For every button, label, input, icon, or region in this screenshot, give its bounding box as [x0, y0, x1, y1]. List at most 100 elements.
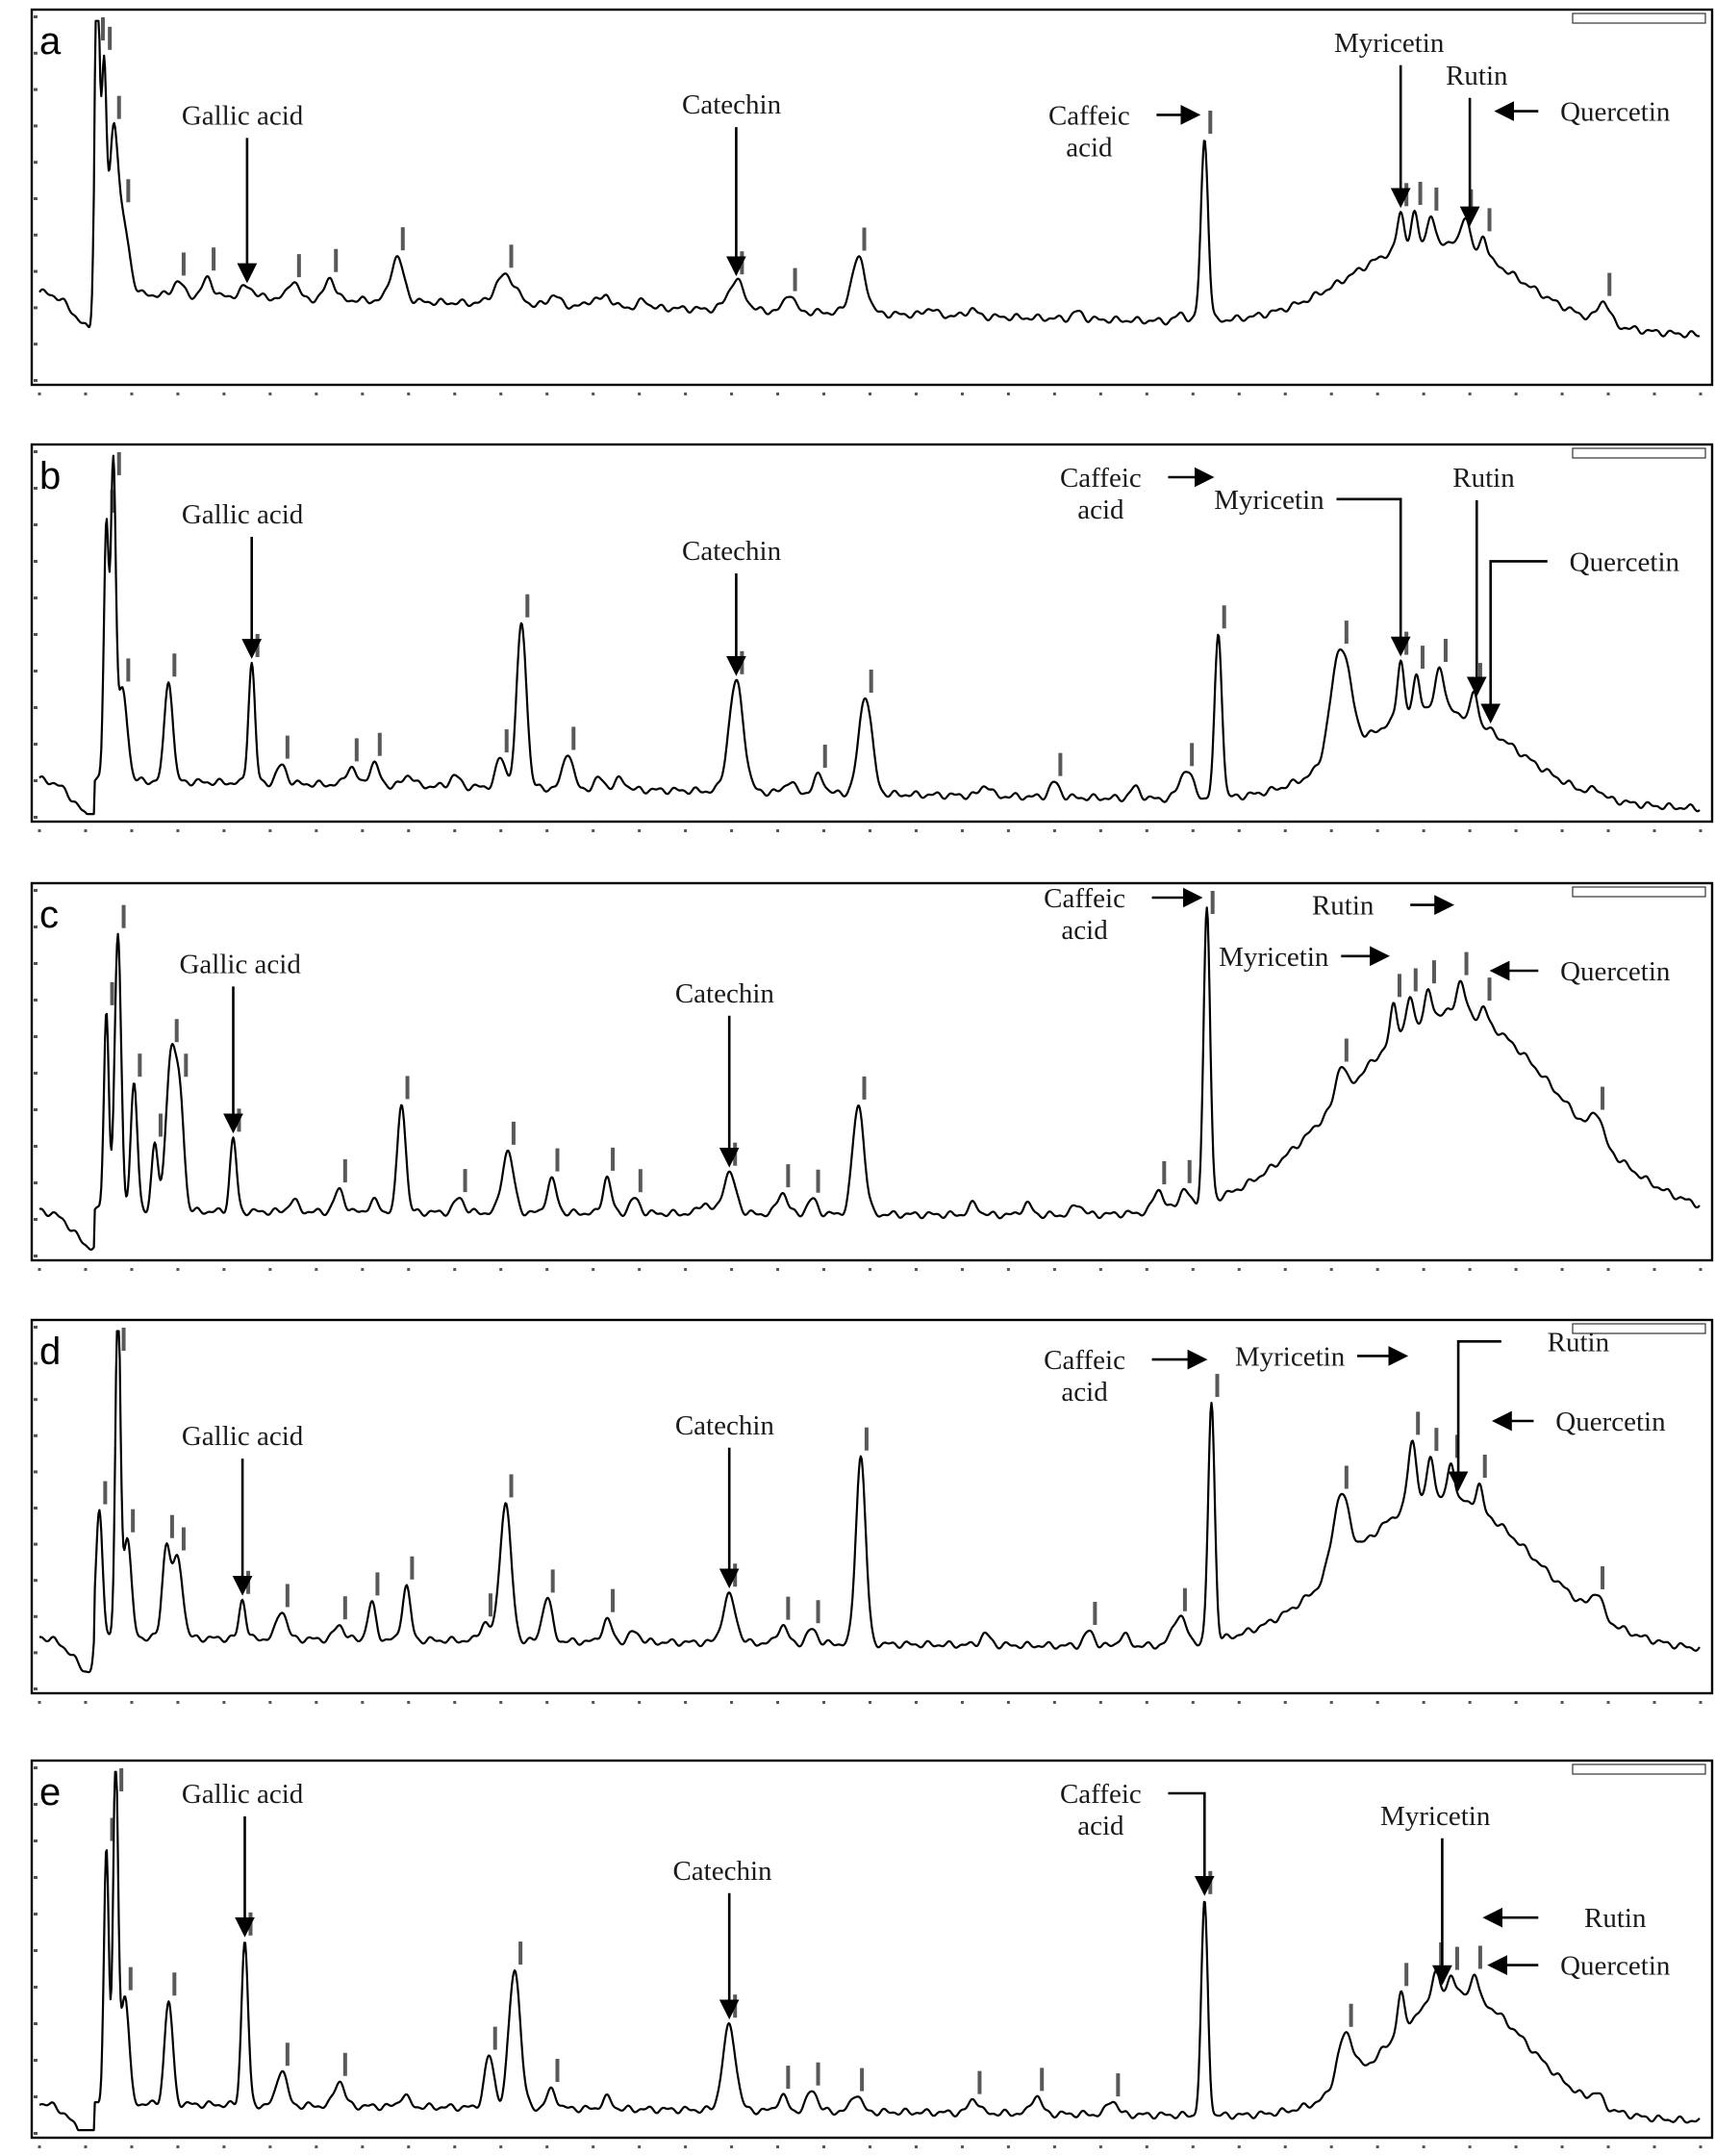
peak-marker	[110, 981, 114, 1005]
x-tick	[407, 1701, 411, 1704]
peak-marker	[1187, 1159, 1192, 1183]
x-tick	[1652, 1701, 1656, 1704]
x-tick	[130, 1268, 134, 1271]
compound-label: acid	[1077, 495, 1124, 525]
peak-marker	[1601, 1565, 1605, 1589]
compound-label: Caffeic	[1048, 100, 1130, 131]
legend-box	[1572, 13, 1706, 24]
peak-marker	[285, 2042, 290, 2067]
x-tick	[361, 1701, 365, 1704]
compound-label: Gallic acid	[182, 499, 304, 530]
compound-label: Caffeic	[1044, 883, 1125, 914]
peak-marker	[237, 1108, 241, 1132]
peak-marker	[1434, 187, 1439, 211]
peak-marker	[816, 1169, 820, 1193]
peak-marker	[410, 1556, 415, 1580]
peak-marker	[1404, 183, 1409, 207]
compound-label: Myricetin	[1214, 485, 1324, 516]
compound-annotation: Quercetin	[1489, 956, 1671, 987]
x-tick	[1098, 1268, 1102, 1271]
y-tick	[34, 1949, 38, 1952]
peak-marker	[342, 2052, 347, 2076]
x-tick	[1560, 1701, 1564, 1704]
peak-marker	[977, 2070, 982, 2094]
peak-marker	[246, 1570, 251, 1594]
compound-label: acid	[1061, 1377, 1108, 1408]
compound-label: Rutin	[1446, 61, 1508, 91]
x-tick	[84, 829, 88, 832]
x-tick	[84, 1268, 88, 1271]
x-tick	[730, 2145, 734, 2148]
peak-marker	[126, 658, 131, 682]
x-tick	[1468, 393, 1472, 395]
x-tick	[130, 393, 134, 395]
y-tick	[34, 1181, 38, 1184]
y-tick	[34, 999, 38, 1002]
x-tick	[315, 1268, 318, 1271]
y-tick	[34, 1986, 38, 1989]
panel-letter: d	[39, 1331, 61, 1373]
x-tick	[38, 2145, 41, 2148]
peak-marker	[126, 179, 131, 203]
peak-marker	[103, 1481, 108, 1505]
compound-annotation: Quercetin	[1487, 1951, 1671, 1982]
x-tick	[914, 1268, 918, 1271]
peak-marker	[375, 1572, 380, 1596]
x-tick	[268, 2145, 272, 2148]
x-tick	[1283, 829, 1287, 832]
chromatogram-trace	[38, 906, 1701, 1251]
peak-marker	[1482, 1454, 1487, 1478]
x-tick	[222, 1268, 226, 1271]
peak-marker	[1344, 1038, 1349, 1062]
y-tick	[34, 15, 38, 18]
x-tick	[1606, 2145, 1610, 2148]
x-tick	[130, 1701, 134, 1704]
x-tick	[1283, 1268, 1287, 1271]
peak-marker	[377, 732, 382, 756]
peak-marker	[174, 1019, 179, 1043]
x-tick	[361, 1268, 365, 1271]
compound-annotation: Quercetin	[1494, 97, 1671, 128]
x-tick	[1329, 2145, 1333, 2148]
peak-marker	[1116, 2073, 1121, 2097]
x-tick	[545, 393, 549, 395]
x-tick	[592, 2145, 595, 2148]
peak-marker	[1182, 1587, 1187, 1611]
y-tick	[34, 670, 38, 672]
x-tick	[130, 2145, 134, 2148]
x-tick	[268, 829, 272, 832]
x-tick	[1699, 829, 1702, 832]
x-tick	[776, 829, 780, 832]
x-tick	[315, 1701, 318, 1704]
compound-label: Myricetin	[1235, 1341, 1346, 1372]
x-tick	[822, 1701, 826, 1704]
x-tick	[1145, 393, 1148, 395]
peak-marker	[1443, 638, 1448, 662]
y-tick	[34, 816, 38, 819]
y-tick	[34, 926, 38, 928]
x-tick	[38, 829, 41, 832]
peak-marker	[354, 738, 359, 762]
x-tick	[1514, 393, 1518, 395]
y-tick	[34, 743, 38, 746]
x-tick	[1652, 1268, 1656, 1271]
compound-label: Gallic acid	[179, 949, 301, 979]
y-tick	[34, 1839, 38, 1842]
compound-label: acid	[1077, 1811, 1124, 1841]
x-tick	[914, 829, 918, 832]
x-tick	[1375, 2145, 1379, 2148]
x-tick	[1606, 829, 1610, 832]
x-tick	[545, 829, 549, 832]
panel-frame	[30, 1759, 1714, 2140]
compound-annotation: Myricetin	[1214, 485, 1411, 657]
x-tick	[1468, 1268, 1472, 1271]
compound-label: Quercetin	[1560, 1951, 1671, 1982]
compound-annotation: Rutin	[1452, 463, 1515, 698]
x-tick	[869, 1701, 871, 1704]
x-tick	[1329, 1701, 1333, 1704]
peak-marker	[638, 1169, 643, 1193]
peak-marker	[1487, 977, 1492, 1002]
x-tick	[1329, 393, 1333, 395]
peak-marker	[342, 1158, 347, 1182]
